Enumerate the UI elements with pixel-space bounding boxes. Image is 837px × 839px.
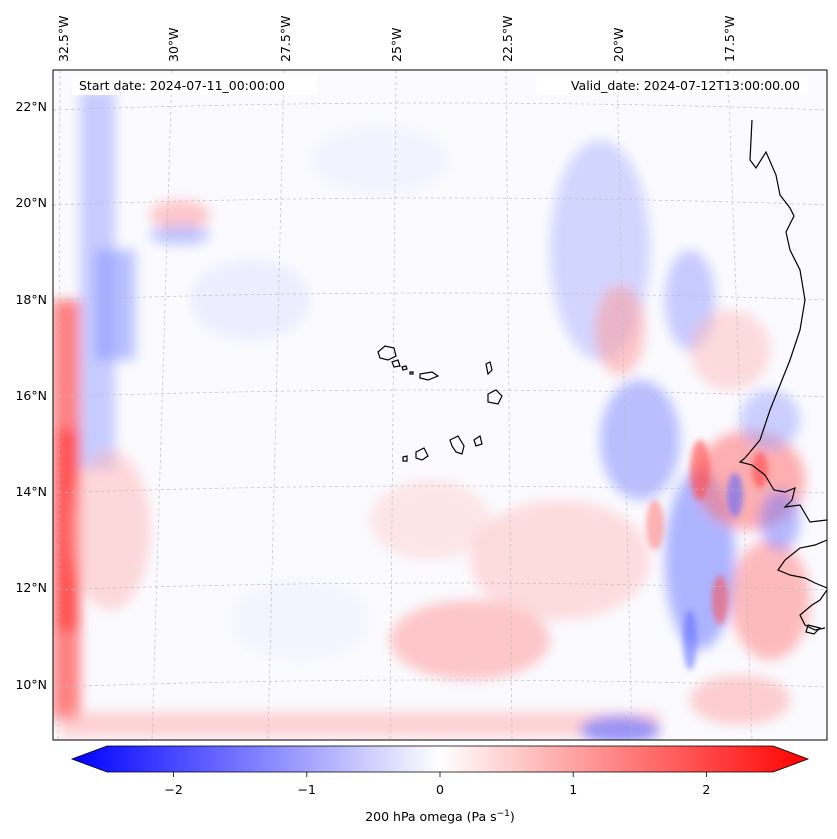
lat-tick-labels: 22°N 20°N 18°N 16°N 14°N 12°N 10°N	[15, 99, 47, 692]
colorbar-label: 200 hPa omega (Pa s−1)	[365, 809, 515, 824]
lon-tick-label: 25°W	[389, 27, 404, 62]
lon-tick-label: 17.5°W	[722, 16, 737, 62]
lon-tick-label: 27.5°W	[278, 16, 293, 62]
lat-tick-label: 18°N	[15, 292, 47, 307]
colorbar-tick-label: 2	[702, 782, 710, 797]
start-date-label: Start date: 2024-07-11_00:00:00	[79, 78, 285, 93]
colorbar-tick-label: 0	[436, 782, 444, 797]
lon-tick-label: 32.5°W	[56, 16, 71, 62]
lat-tick-label: 14°N	[15, 484, 47, 499]
lon-tick-labels: 32.5°W 30°W 27.5°W 25°W 22.5°W 20°W 17.5…	[56, 16, 737, 62]
colorbar-label-end: )	[510, 809, 515, 824]
island-santo-antao	[377, 345, 397, 361]
valid-date-label: Valid_date: 2024-07-12T13:00:00.00	[571, 78, 800, 93]
lon-tick-label: 20°W	[611, 27, 626, 62]
lat-tick-label: 16°N	[15, 388, 47, 403]
colorbar-tick-label: −1	[298, 782, 316, 797]
lat-tick-label: 12°N	[15, 580, 47, 595]
valid-date-box	[537, 75, 807, 95]
coastlines	[377, 119, 827, 635]
colorbar-ticks: −2 −1 0 1 2	[164, 772, 710, 797]
colorbar-tick-label: 1	[569, 782, 577, 797]
lat-tick-label: 22°N	[15, 99, 47, 114]
graticule	[53, 70, 827, 740]
start-date-box	[72, 75, 317, 95]
colorbar-tick-label: −2	[164, 782, 182, 797]
lon-tick-label: 22.5°W	[500, 16, 515, 62]
colorbar-label-main: 200 hPa omega (Pa s	[365, 809, 496, 824]
colorbar-bar	[70, 745, 810, 773]
colorbar: −2 −1 0 1 2 200 hPa omega (Pa s−1)	[70, 745, 810, 824]
lat-tick-label: 10°N	[15, 677, 47, 692]
map-border	[52, 69, 828, 741]
lat-tick-label: 20°N	[15, 195, 47, 210]
colorbar-label-sup: −1	[497, 809, 510, 819]
lon-tick-label: 30°W	[166, 27, 181, 62]
omega-field	[53, 90, 810, 740]
